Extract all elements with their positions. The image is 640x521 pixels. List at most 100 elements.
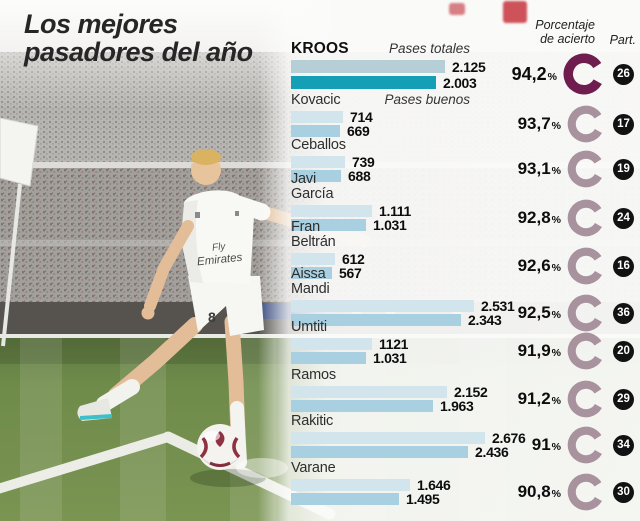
player-row: KROOS 2.125 2.003 94,2% 26 [291,40,640,95]
accuracy-percent: 92,6% [517,256,561,275]
bar-pases-totales [291,156,345,168]
value-pases-buenos: 688 [348,168,371,184]
value-pases-buenos: 669 [347,123,370,139]
value-pases-totales: 612 [342,251,365,267]
accuracy-percent: 93,7% [517,114,561,133]
accuracy-percent: 94,2% [511,63,557,84]
bar-pases-buenos [291,352,366,364]
ball-shadow [190,469,266,487]
bar-pases-totales [291,386,447,398]
bar-pases-totales [291,432,485,444]
accuracy-ring [567,473,605,511]
player-name: Rakitic [291,413,334,429]
player-name: KROOS [291,40,349,57]
bar-pases-buenos [291,314,461,326]
value-pases-totales: 1121 [379,336,409,352]
value-pases-buenos: 2.343 [468,312,502,328]
bar-pases-buenos [291,400,433,412]
value-pases-buenos: 1.963 [440,398,474,414]
bar-pases-totales [291,253,335,265]
corner-flag [0,117,39,347]
value-pases-buenos: 2.003 [443,74,477,91]
matches-badge: 36 [613,302,634,324]
legend-pases-buenos: Pases buenos [384,92,470,107]
accuracy-percent: 91,2% [517,389,561,408]
matches-badge: 24 [613,207,634,229]
stadium-screen-glow [449,3,465,15]
value-pases-totales: 1.646 [417,477,451,493]
bar-pases-totales [291,479,410,491]
player-name: Javi García [291,171,334,202]
football [197,424,243,470]
value-pases-totales: 714 [350,109,373,125]
bar-pases-totales [291,205,372,217]
accuracy-ring [563,53,605,95]
value-pases-totales: 2.152 [454,384,488,400]
player-row: Kovacic 714 669 93,7% 17 [291,92,640,143]
player-row: Umtiti 1121 1.031 91,9% 20 [291,320,640,370]
bar-pases-buenos [291,493,399,505]
player-name: Varane [291,460,336,476]
player-row: Javi García 1.111 1.031 92,8% 24 [291,171,640,237]
column-header-porcentaje: Porcentaje de acierto [535,18,595,46]
value-pases-totales: 2.531 [481,298,515,314]
page-title: Los mejores pasadores del año [24,9,253,68]
matches-badge: 20 [613,340,634,362]
stadium-screen-glow [503,1,527,23]
matches-badge: 17 [613,113,634,135]
accuracy-ring [567,150,605,188]
player-row: Aissa Mandi 2.531 2.343 92,5% 36 [291,266,640,332]
accuracy-ring [567,380,605,418]
value-pases-totales: 739 [352,154,375,170]
player-row: Ceballos 739 688 93,1% 19 [291,138,640,188]
player-row: Rakitic 2.676 2.436 91% 34 [291,413,640,464]
accuracy-percent: 92,8% [517,208,561,227]
jersey-sponsor-line2: Emirates [196,252,243,269]
shorts-number: 8 [208,309,216,325]
matches-badge: 34 [613,434,634,456]
player-name: Kovacic [291,92,341,108]
player-name: Aissa Mandi [291,266,330,297]
bar-pases-buenos [291,446,468,458]
accuracy-percent: 93,1% [517,159,561,178]
accuracy-percent: 91% [531,435,561,454]
player-row: Fran Beltrán 612 567 92,6% 16 [291,219,640,285]
matches-badge: 19 [613,158,634,180]
bar-pases-buenos [291,267,332,279]
accuracy-ring [567,199,605,237]
accuracy-percent: 90,8% [517,482,561,501]
bar-pases-totales [291,60,445,73]
player-row: Ramos 2.152 1.963 91,2% 29 [291,367,640,418]
matches-badge: 16 [613,255,634,277]
bar-pases-totales [291,300,474,312]
accuracy-ring [567,332,605,370]
value-pases-totales: 2.125 [452,58,486,75]
value-pases-buenos: 2.436 [475,444,509,460]
value-pases-totales: 2.676 [492,430,526,446]
player-name: Fran Beltrán [291,219,336,250]
bar-pases-buenos [291,76,436,89]
jersey-sponsor-line1: Fly [212,241,227,253]
player-row: Varane 1.646 1.495 90,8% 30 [291,460,640,511]
accuracy-ring [567,247,605,285]
player-name: Ramos [291,367,336,383]
column-header-part: Part. [609,33,636,47]
value-pases-buenos: 567 [339,265,362,281]
legend-pases-totales: Pases totales [388,41,470,56]
accuracy-ring [567,426,605,464]
bar-pases-buenos [291,170,341,182]
matches-badge: 26 [613,63,634,85]
value-pases-buenos: 1.031 [373,350,407,366]
bar-pases-totales [291,338,372,350]
bar-pases-buenos [291,219,366,231]
value-pases-totales: 1.111 [379,203,411,219]
accuracy-ring [567,294,605,332]
value-pases-buenos: 1.031 [373,217,407,233]
accuracy-percent: 91,9% [517,341,561,360]
bar-pases-buenos [291,125,340,137]
value-pases-buenos: 1.495 [406,491,440,507]
accuracy-percent: 92,5% [517,303,561,322]
matches-badge: 29 [613,388,634,410]
accuracy-ring [567,105,605,143]
